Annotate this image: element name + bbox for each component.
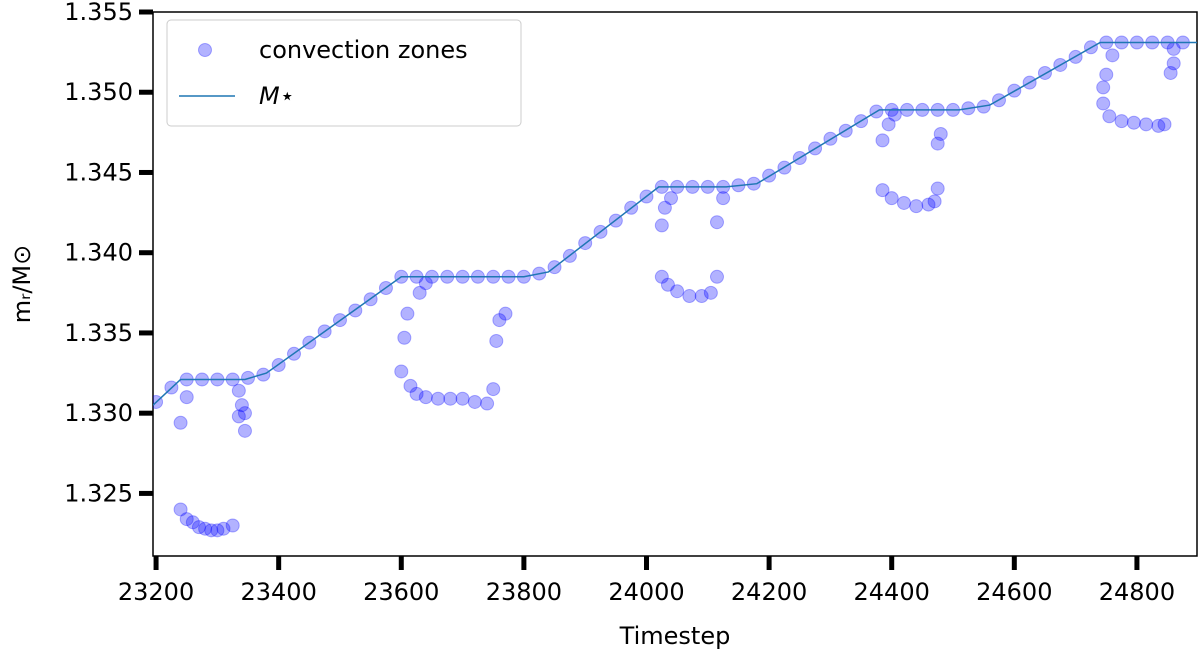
plot-frame [152,11,1198,557]
y-tick-label: 1.340 [64,239,133,267]
x-axis-label: Timestep [619,622,731,650]
convection-point [930,181,945,196]
x-tick-label: 24600 [976,578,1052,606]
convection-point [1151,118,1166,133]
plot-area [153,35,1197,538]
convection-point [225,518,240,533]
convection-point [173,502,188,517]
convection-point [498,306,513,321]
convection-point [431,391,446,406]
convection-point [455,391,470,406]
convection-point [875,133,890,148]
convection-point [237,423,252,438]
convection-point [179,390,194,405]
convection-point [237,406,252,421]
convection-point [682,289,697,304]
y-tick-label: 1.355 [64,0,133,26]
y-axis-label: mᵣ/M⊙ [8,245,36,324]
convection-point [492,313,507,328]
convection-point [480,396,495,411]
y-tick-label: 1.325 [64,479,133,507]
convection-point [1139,117,1154,132]
convection-point [198,521,213,536]
convection-point [670,284,685,299]
x-tick-label: 24000 [608,578,684,606]
convection-point [1166,41,1181,56]
legend-label: M⋆ [259,82,295,110]
x-tick-label: 23600 [363,578,439,606]
convection-point [1096,80,1111,95]
x-tick-label: 24400 [854,578,930,606]
x-tick-label: 24800 [1099,578,1175,606]
convection-point [1157,117,1172,132]
convection-point [921,197,936,212]
convection-point [927,194,942,209]
convection-point [443,391,458,406]
y-tick-label: 1.335 [64,319,133,347]
x-tick-label: 23200 [118,578,194,606]
y-tick-label: 1.345 [64,158,133,186]
convection-point [1105,48,1120,63]
x-tick-label: 23400 [240,578,316,606]
convection-point [703,285,718,300]
convection-point [179,512,194,527]
legend-box [166,19,522,127]
convection-point [884,191,899,206]
convection-point [191,520,206,535]
convection-point [709,269,724,284]
convection-point [1126,115,1141,130]
x-tick-label: 24200 [731,578,807,606]
convection-point [709,215,724,230]
convection-point [231,409,246,424]
convection-point [418,276,433,291]
convection-point [881,117,896,132]
convection-point [185,515,200,530]
convection-point [234,398,249,413]
y-tick-label: 1.350 [64,78,133,106]
convection-point [394,364,409,379]
convection-point [1166,56,1181,71]
convection-point [896,195,911,210]
convection-point [210,523,225,538]
convection-point [489,333,504,348]
convection-point [486,382,501,397]
convection-point [231,383,246,398]
convection-point [1096,96,1111,111]
convection-point [403,378,418,393]
convection-point [664,191,679,206]
convection-point [930,136,945,151]
convection-point [1099,67,1114,82]
convection-point [694,289,709,304]
x-tick-label: 23800 [486,578,562,606]
convection-point [654,269,669,284]
convection-point [887,107,902,122]
convection-point [397,330,412,345]
convection-point [660,277,675,292]
convection-point [909,199,924,214]
convection-point [467,394,482,409]
convection-point [716,191,731,206]
convection-point [654,218,669,233]
convection-point [418,390,433,405]
legend-label: convection zones [259,36,468,64]
convection-point [173,415,188,430]
y-tick-label: 1.330 [64,399,133,427]
convection-point [1102,109,1117,124]
convection-point [400,306,415,321]
convection-point [216,521,231,536]
convection-point [875,183,890,198]
convection-point [409,386,424,401]
convection-point [1114,114,1129,129]
convection-point [412,285,427,300]
convection-point [1163,65,1178,80]
convection-point [933,126,948,141]
convection-point [657,200,672,215]
mass-line [153,41,1197,406]
convection-point [204,523,219,538]
legend-marker [198,43,212,57]
